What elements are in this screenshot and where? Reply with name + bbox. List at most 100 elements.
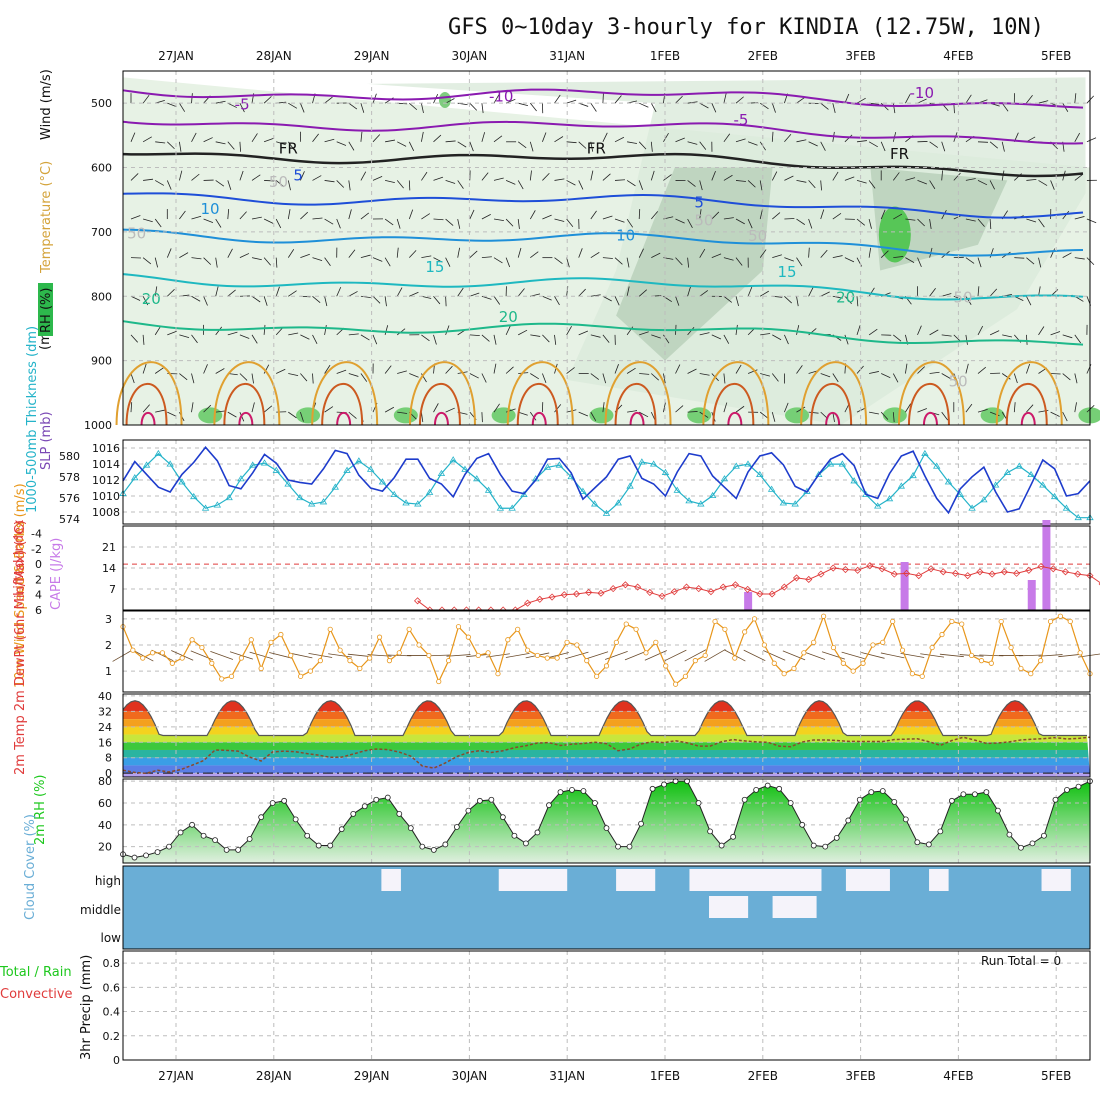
wind10-point xyxy=(534,652,541,659)
wind-barb xyxy=(421,213,431,220)
wind-barb xyxy=(155,409,166,413)
wind-barb xyxy=(409,250,417,258)
slp-tick: 1016 xyxy=(92,442,120,455)
wind-barb xyxy=(639,102,649,108)
temp-band xyxy=(123,734,1090,743)
hottest-contour xyxy=(336,411,352,426)
thickness-label: 1000-500mb Thickness (dm) xyxy=(25,326,40,513)
wind-barb xyxy=(348,141,355,151)
wind-barb xyxy=(312,373,314,384)
cloud-fill xyxy=(123,866,1090,949)
wind-barb xyxy=(917,325,922,336)
top-date-axis: 27JAN 28JAN 29JAN 30JAN 31JAN 1FEB 2FEB 3FEB 4FE… xyxy=(158,49,1071,63)
thickness-point xyxy=(249,461,257,468)
wind-barb xyxy=(590,170,594,181)
wind-barb xyxy=(300,412,304,422)
wind10-barb xyxy=(664,649,687,662)
hot-contour xyxy=(810,383,853,426)
wind-barb xyxy=(142,218,153,223)
wind-barb xyxy=(989,288,998,297)
wind10-point xyxy=(968,652,975,659)
wind-barb xyxy=(929,288,936,297)
slp-bg xyxy=(123,440,1090,524)
rh-point xyxy=(983,789,990,795)
wind-barb xyxy=(396,180,404,189)
wind-barb xyxy=(977,286,980,297)
wind-barb xyxy=(1074,93,1077,104)
clear-high-sky xyxy=(381,869,401,891)
rh-point xyxy=(189,821,195,828)
wind-barb xyxy=(759,411,769,419)
wind-barb xyxy=(844,257,855,263)
wind-barb xyxy=(977,325,984,336)
wind-barb xyxy=(796,325,800,335)
wind-barb xyxy=(905,177,916,181)
wind-barb xyxy=(227,248,233,258)
li-point xyxy=(719,583,727,591)
rh-point xyxy=(304,832,311,839)
thickness-point xyxy=(190,492,198,500)
clear-high-sky xyxy=(689,869,822,891)
wind10-point xyxy=(702,652,708,659)
wind10-point xyxy=(860,660,866,666)
upper-ytick: 500 xyxy=(91,97,112,110)
wind-barb xyxy=(929,371,940,374)
wind10-point xyxy=(515,626,521,632)
hot-contour xyxy=(907,383,950,426)
wind10-barb xyxy=(269,652,293,659)
wind10-point xyxy=(446,658,452,664)
contour-label: FR xyxy=(587,139,606,157)
rh-point xyxy=(902,816,909,823)
wind10-point xyxy=(574,642,580,648)
wind10-point xyxy=(939,631,945,638)
wind-barb xyxy=(614,257,623,265)
thickness-point xyxy=(1027,470,1035,478)
wind10-point xyxy=(722,626,728,632)
wind-barb xyxy=(965,257,975,264)
clear-high-sky xyxy=(616,869,656,891)
wind-barb xyxy=(324,406,334,413)
wind-barb xyxy=(457,287,464,297)
wind-barb xyxy=(409,291,419,297)
hot-contour xyxy=(223,383,266,426)
li-point xyxy=(866,562,874,570)
rh-point xyxy=(534,829,541,836)
wind-barb xyxy=(687,218,693,228)
wind-barb xyxy=(965,94,972,104)
li-point xyxy=(414,597,422,605)
wind-barb xyxy=(796,218,806,225)
wind-barb xyxy=(820,209,825,220)
wind-barb xyxy=(639,373,650,375)
warm-contour xyxy=(115,361,183,426)
li-point xyxy=(976,568,984,576)
wind-barb xyxy=(1002,334,1013,338)
wind-barb xyxy=(1001,141,1005,152)
thickness-point xyxy=(980,496,988,503)
wind-barb xyxy=(638,141,647,150)
top-date-label: 2FEB xyxy=(748,49,778,63)
wind10-point xyxy=(268,639,274,645)
wind-barb xyxy=(602,402,605,413)
wind10-point xyxy=(949,618,955,625)
wind-barb xyxy=(977,141,989,143)
rh-point xyxy=(1075,783,1082,790)
wind-barb xyxy=(663,133,669,143)
wind-barb xyxy=(639,331,649,336)
clear-high-sky xyxy=(1041,869,1071,891)
wind-barb xyxy=(384,218,394,226)
wind10-point xyxy=(554,655,560,661)
wind10-point xyxy=(544,655,550,661)
wind-barb xyxy=(566,141,577,144)
li-point xyxy=(927,565,935,573)
thickness-point xyxy=(1003,468,1012,475)
wind-barb xyxy=(263,324,266,335)
wind-barb xyxy=(711,253,722,259)
li-point xyxy=(792,574,801,582)
wind-barb xyxy=(627,410,638,413)
li-point xyxy=(878,565,886,573)
warm-contour xyxy=(800,361,868,426)
rh-point xyxy=(442,841,449,848)
wind-barb xyxy=(796,296,799,307)
wind10-barb xyxy=(505,652,530,658)
wind-barb xyxy=(832,212,842,220)
